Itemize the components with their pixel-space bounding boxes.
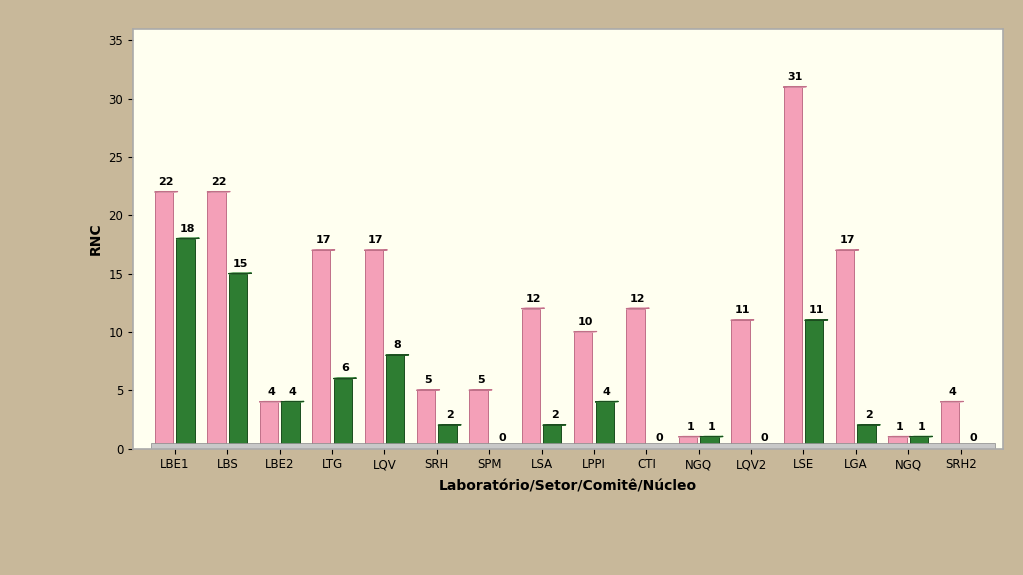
Text: 10: 10 [578, 317, 593, 327]
Text: 17: 17 [840, 235, 855, 245]
Text: 12: 12 [525, 293, 541, 304]
FancyBboxPatch shape [177, 239, 194, 448]
FancyBboxPatch shape [417, 390, 435, 448]
Text: 2: 2 [864, 410, 873, 420]
FancyBboxPatch shape [857, 425, 876, 449]
FancyBboxPatch shape [281, 402, 300, 448]
Text: 2: 2 [550, 410, 559, 420]
Text: 5: 5 [477, 375, 485, 385]
Text: 0: 0 [498, 434, 506, 443]
FancyBboxPatch shape [333, 378, 352, 448]
Text: 1: 1 [896, 422, 903, 432]
Text: 4: 4 [603, 387, 611, 397]
FancyBboxPatch shape [574, 332, 592, 448]
Text: 4: 4 [948, 387, 957, 397]
FancyBboxPatch shape [364, 250, 383, 448]
FancyBboxPatch shape [386, 355, 404, 449]
Text: 0: 0 [656, 434, 663, 443]
FancyBboxPatch shape [626, 309, 644, 448]
FancyBboxPatch shape [155, 192, 173, 448]
Text: 2: 2 [446, 410, 453, 420]
Text: 1: 1 [708, 422, 715, 432]
Text: 17: 17 [368, 235, 384, 245]
Text: 17: 17 [316, 235, 331, 245]
FancyBboxPatch shape [805, 320, 824, 448]
FancyBboxPatch shape [909, 437, 928, 448]
Text: 1: 1 [918, 422, 925, 432]
FancyBboxPatch shape [941, 402, 959, 448]
Text: 0: 0 [970, 434, 977, 443]
Text: 31: 31 [788, 72, 803, 82]
Text: 11: 11 [735, 305, 750, 315]
Text: 5: 5 [425, 375, 432, 385]
Text: 0: 0 [760, 434, 768, 443]
FancyBboxPatch shape [543, 425, 562, 449]
Text: 4: 4 [288, 387, 297, 397]
Text: 6: 6 [341, 363, 349, 374]
Y-axis label: RNC: RNC [89, 223, 103, 255]
Text: 12: 12 [630, 293, 646, 304]
FancyBboxPatch shape [595, 402, 614, 448]
FancyBboxPatch shape [229, 274, 248, 448]
FancyBboxPatch shape [836, 250, 854, 448]
Bar [151, 443, 994, 448]
FancyBboxPatch shape [888, 437, 906, 448]
Text: 22: 22 [159, 177, 174, 187]
Text: 15: 15 [232, 259, 248, 269]
FancyBboxPatch shape [522, 309, 540, 448]
FancyBboxPatch shape [679, 437, 697, 448]
Text: 8: 8 [394, 340, 401, 350]
Text: 22: 22 [211, 177, 226, 187]
FancyBboxPatch shape [312, 250, 330, 448]
FancyBboxPatch shape [470, 390, 488, 448]
FancyBboxPatch shape [731, 320, 750, 448]
X-axis label: Laboratório/Setor/Comitê/Núcleo: Laboratório/Setor/Comitê/Núcleo [439, 480, 697, 493]
Text: 4: 4 [267, 387, 275, 397]
FancyBboxPatch shape [208, 192, 226, 448]
FancyBboxPatch shape [260, 402, 278, 448]
FancyBboxPatch shape [784, 87, 802, 448]
Text: 1: 1 [686, 422, 694, 432]
Text: 11: 11 [808, 305, 825, 315]
Text: 18: 18 [180, 224, 195, 233]
FancyBboxPatch shape [439, 425, 456, 449]
FancyBboxPatch shape [701, 437, 718, 448]
